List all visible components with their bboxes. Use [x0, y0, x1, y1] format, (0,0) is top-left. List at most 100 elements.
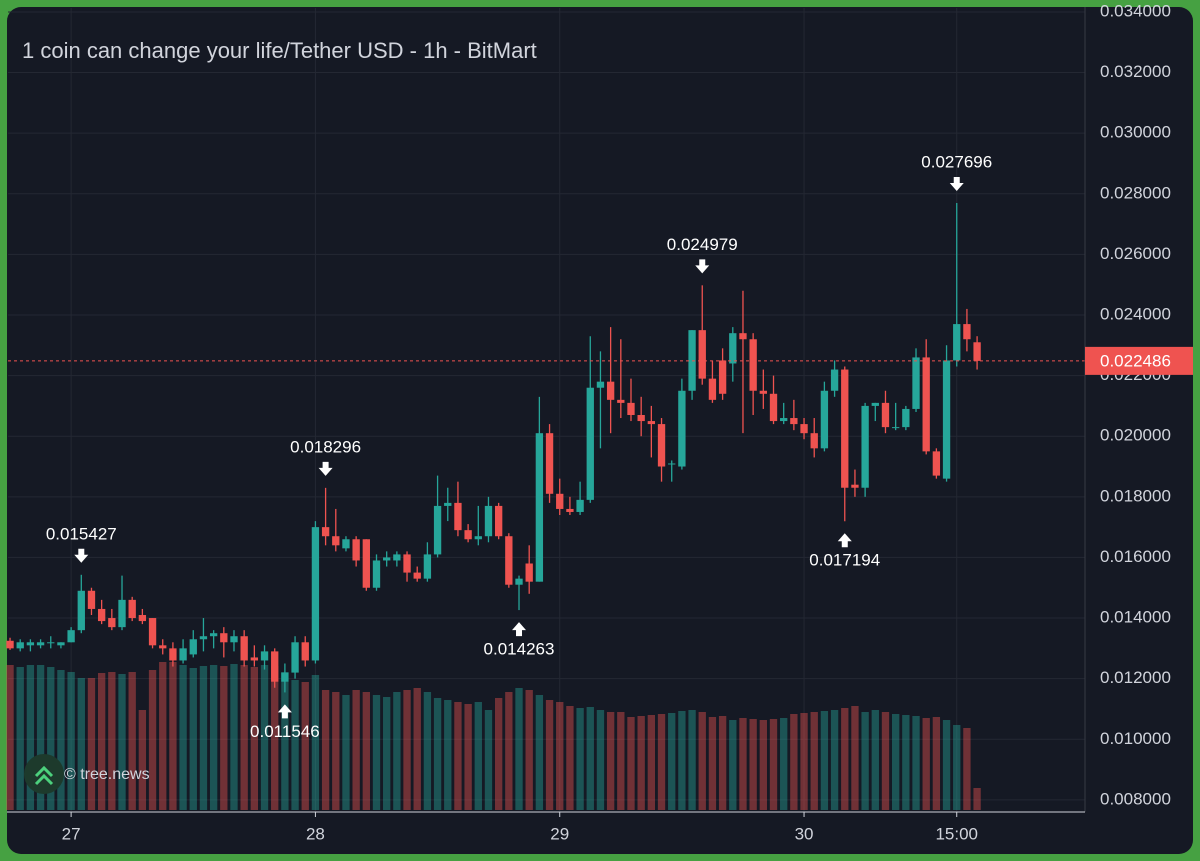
volume-bar — [332, 692, 340, 810]
annotation-arrow — [74, 548, 89, 563]
volume-bar — [871, 710, 879, 810]
volume-bar — [851, 706, 859, 810]
annotation-arrow — [512, 622, 527, 637]
candle-body — [606, 381, 615, 400]
volume-bar — [596, 710, 605, 810]
candle-body — [118, 599, 126, 628]
candle-body — [271, 651, 279, 682]
candle-body — [444, 502, 452, 506]
annotation-arrow — [277, 704, 292, 719]
volume-bar — [291, 680, 299, 810]
candle-body — [199, 636, 208, 640]
volume-bar — [494, 698, 503, 810]
volume-bar — [36, 665, 45, 810]
candle-body — [362, 539, 370, 588]
volume-bar — [881, 712, 890, 810]
volume-bar — [902, 715, 910, 810]
candle-body — [433, 505, 442, 555]
candle-body — [830, 369, 839, 391]
volume-bar — [372, 695, 381, 810]
candle-body — [474, 536, 482, 540]
candle-layer — [6, 202, 981, 693]
volume-bar — [749, 719, 757, 810]
candle-body — [902, 408, 910, 428]
volume-bar — [942, 720, 951, 810]
candle-body — [230, 636, 238, 643]
candle-body — [128, 599, 136, 619]
volume-bar — [67, 672, 75, 810]
volume-bar — [912, 716, 920, 810]
volume-bar — [800, 713, 808, 810]
y-tick-label: 0.018000 — [1100, 486, 1171, 505]
volume-bar — [830, 710, 839, 810]
candle-body — [810, 433, 818, 449]
last-price-tag — [1085, 346, 1193, 375]
candle-body — [505, 536, 513, 585]
volume-layer — [6, 662, 981, 810]
chart-title: 1 coin can change your life/Tether USD -… — [22, 38, 537, 63]
candle-body — [484, 505, 493, 537]
candle-body — [36, 642, 45, 646]
volume-bar — [281, 672, 289, 810]
y-tick-label: 0.012000 — [1100, 668, 1171, 687]
volume-bar — [769, 719, 778, 810]
volume-bar — [230, 664, 238, 810]
x-tick-label: 29 — [550, 824, 569, 843]
volume-bar — [87, 678, 96, 810]
candle-body — [647, 421, 656, 425]
volume-bar — [780, 718, 788, 810]
candle-body — [16, 642, 24, 649]
candle-body — [138, 615, 147, 622]
annotation-label: 0.024979 — [667, 235, 738, 254]
volume-bar — [627, 717, 635, 810]
volume-bar — [637, 716, 645, 810]
annotation-arrow — [837, 533, 852, 548]
logo: © tree.news — [24, 754, 150, 794]
volume-bar — [454, 702, 462, 810]
volume-bar — [311, 675, 320, 810]
volume-bar — [586, 707, 594, 810]
volume-bar — [922, 718, 930, 810]
volume-bar — [423, 692, 432, 810]
volume-bar — [647, 715, 656, 810]
candle-body — [545, 433, 554, 494]
volume-bar — [525, 690, 533, 810]
y-tick-label: 0.010000 — [1100, 729, 1171, 748]
volume-bar — [606, 712, 615, 810]
volume-bar — [138, 710, 147, 810]
volume-bar — [16, 667, 24, 810]
last-price-label: 0.022486 — [1100, 351, 1171, 370]
volume-bar — [708, 717, 717, 810]
candle-body — [698, 330, 706, 379]
volume-bar — [698, 712, 706, 810]
candle-body — [942, 360, 951, 479]
volume-bar — [515, 688, 523, 810]
volume-bar — [444, 700, 452, 810]
candle-body — [77, 590, 85, 631]
candle-body — [515, 578, 523, 585]
candle-body — [240, 636, 248, 661]
candle-body — [800, 424, 808, 434]
candle-body — [576, 499, 584, 512]
volume-bar — [393, 692, 401, 810]
annotation-arrow — [318, 461, 333, 476]
volume-bar — [932, 717, 941, 810]
volume-bar — [189, 668, 197, 810]
candle-body — [250, 657, 259, 661]
candle-body — [260, 651, 269, 661]
grid — [8, 8, 1085, 812]
y-tick-label: 0.026000 — [1100, 244, 1171, 263]
volume-bar — [505, 692, 513, 810]
volume-bar — [321, 690, 330, 810]
candle-body — [668, 463, 676, 465]
candle-body — [617, 399, 625, 403]
candle-body — [97, 608, 106, 622]
volume-bar — [403, 690, 411, 810]
candle-body — [413, 572, 421, 579]
volume-bar — [464, 704, 472, 810]
volume-bar — [545, 700, 554, 810]
volume-bar — [240, 665, 248, 810]
volume-bar — [413, 688, 421, 810]
volume-bar — [556, 702, 564, 810]
